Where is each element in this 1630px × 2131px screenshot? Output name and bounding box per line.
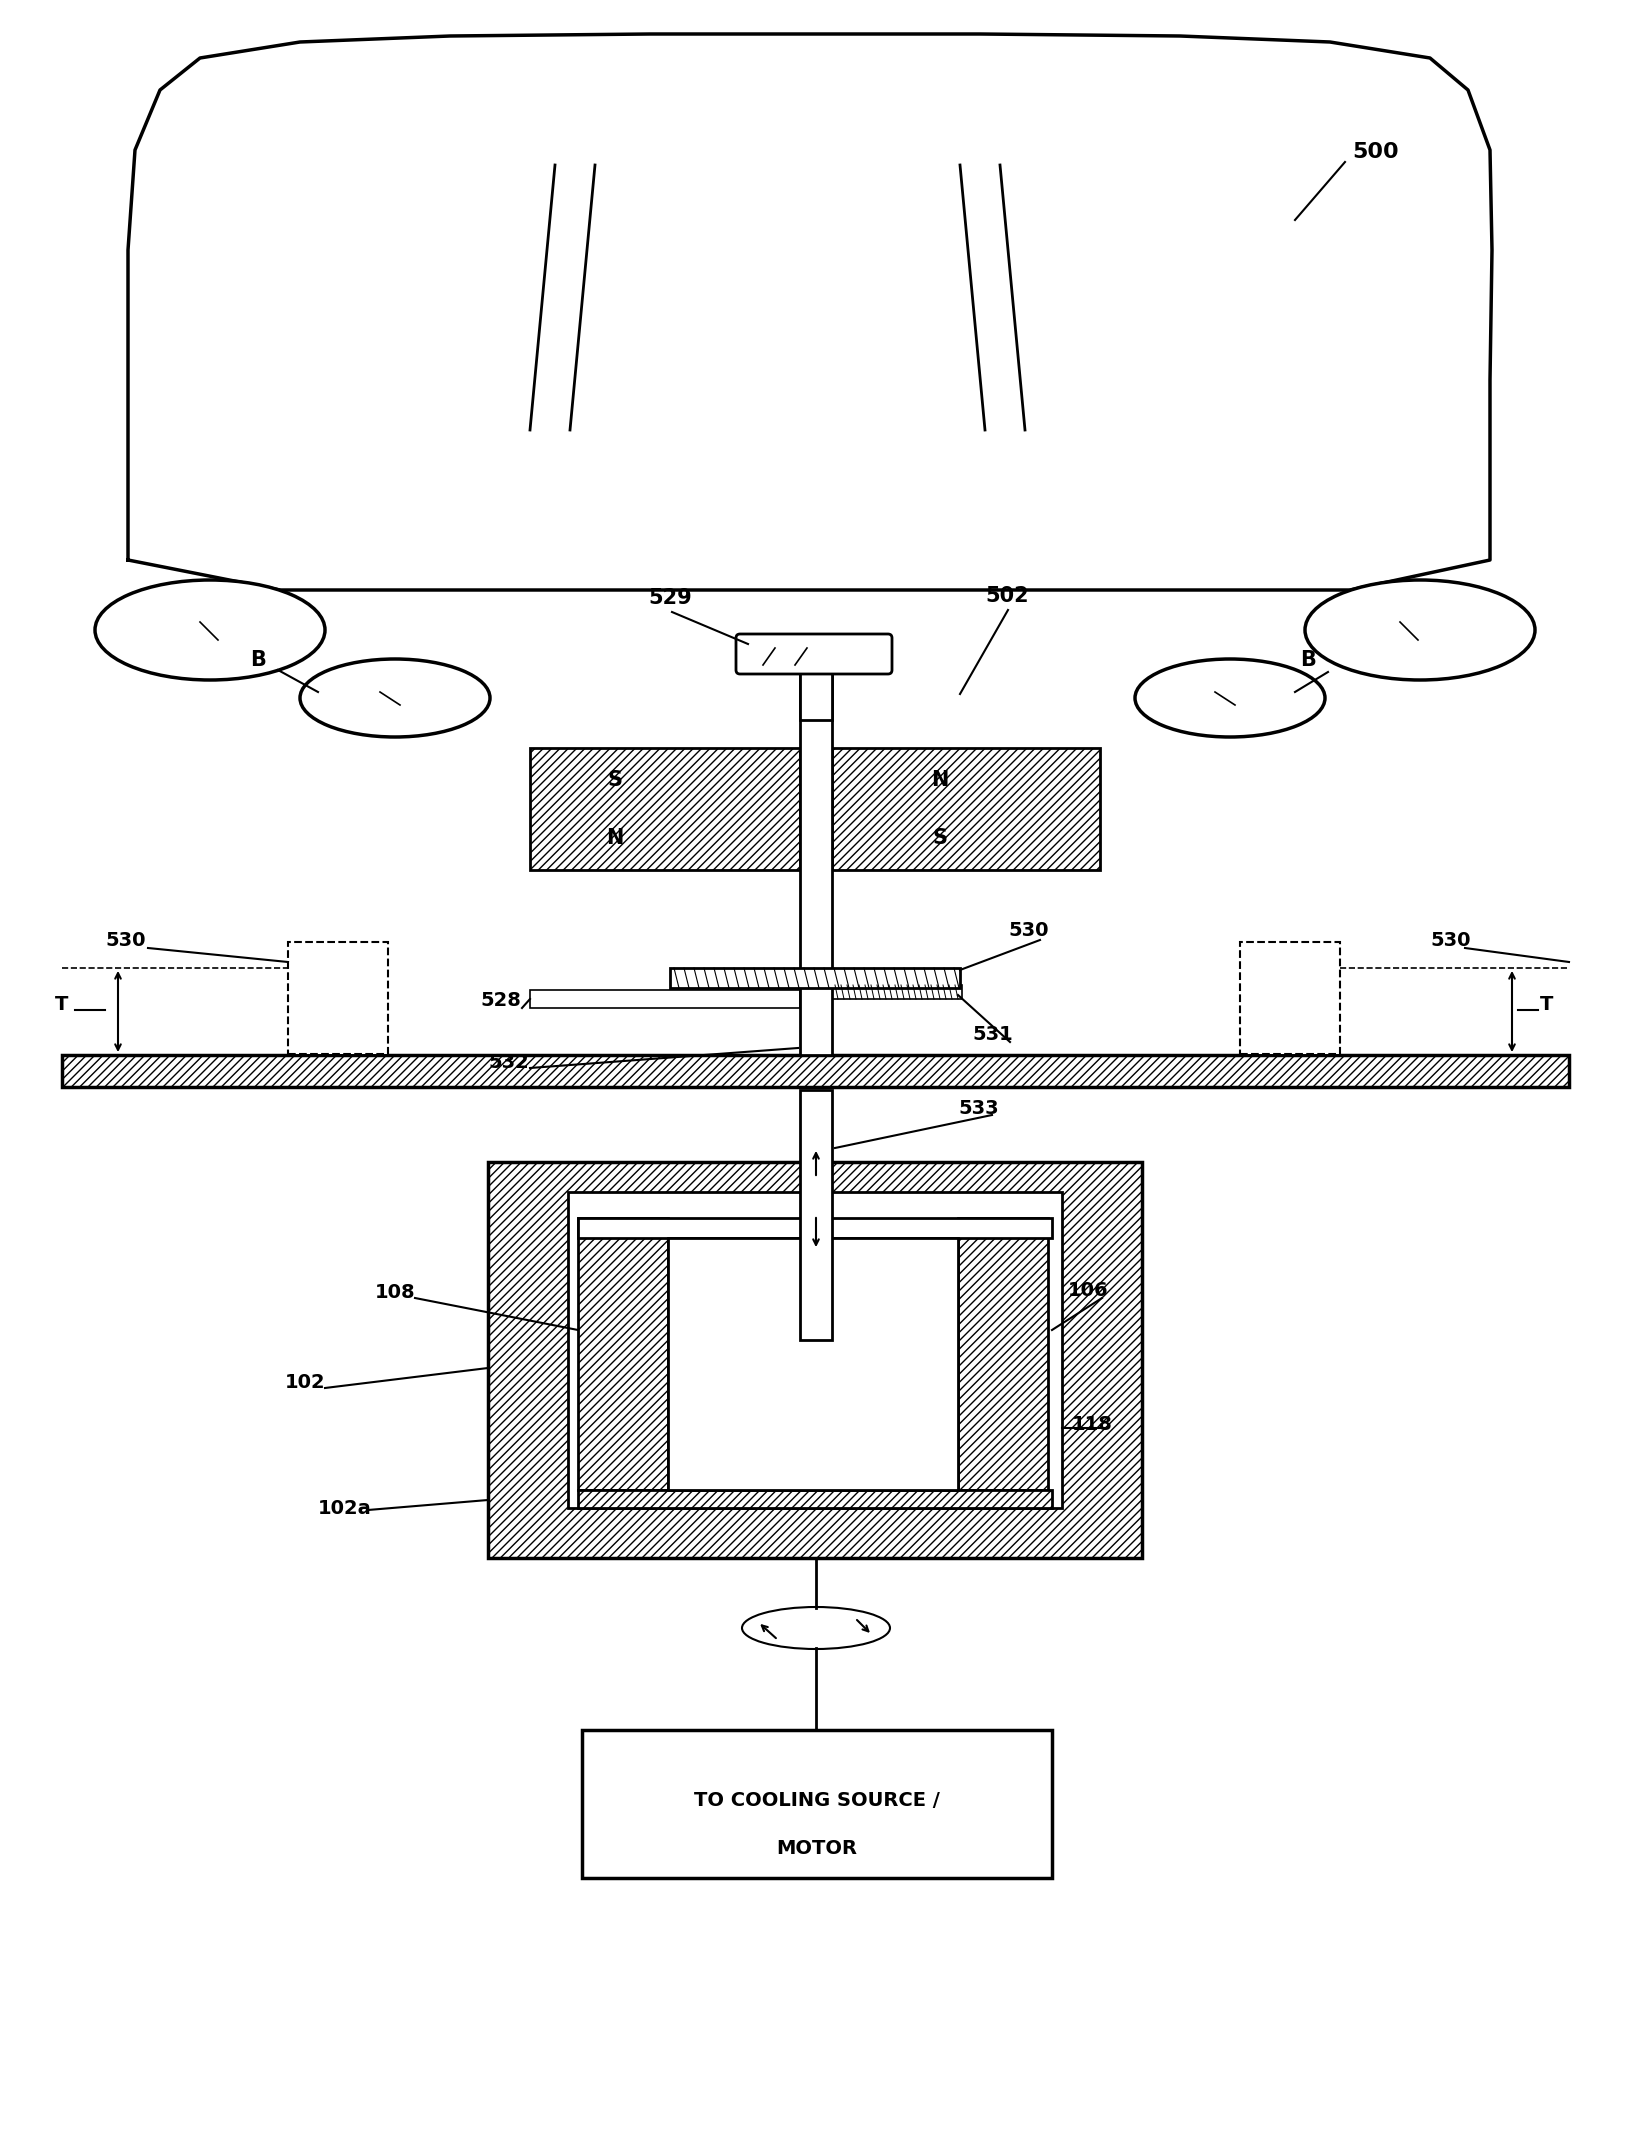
Bar — [799, 1089, 831, 1340]
Text: B: B — [249, 650, 266, 669]
Text: 502: 502 — [985, 586, 1029, 605]
Bar — [831, 985, 962, 999]
Text: 118: 118 — [1071, 1415, 1112, 1434]
FancyBboxPatch shape — [735, 635, 892, 673]
Bar — [62, 1055, 1568, 1087]
Bar — [957, 1219, 1048, 1490]
Text: 529: 529 — [647, 588, 691, 607]
Bar — [577, 1490, 1051, 1509]
Bar — [799, 661, 831, 1055]
Bar — [668, 1238, 957, 1490]
Bar — [831, 748, 1099, 869]
Text: TO COOLING SOURCE /: TO COOLING SOURCE / — [694, 1790, 939, 1809]
Text: 528: 528 — [479, 991, 520, 1010]
Text: 108: 108 — [375, 1283, 416, 1302]
Text: T: T — [55, 995, 68, 1014]
Ellipse shape — [1304, 580, 1534, 680]
Bar — [577, 1219, 1051, 1238]
Bar — [567, 1191, 1061, 1509]
Text: 530: 530 — [1007, 921, 1048, 940]
Ellipse shape — [1134, 658, 1324, 737]
Bar — [670, 967, 960, 989]
Bar — [530, 991, 799, 1008]
Text: N: N — [931, 769, 949, 791]
Bar — [530, 748, 799, 869]
Text: 102: 102 — [285, 1372, 326, 1392]
Text: 106: 106 — [1068, 1281, 1108, 1300]
Bar — [577, 1219, 668, 1490]
Bar — [582, 1730, 1051, 1877]
Text: 500: 500 — [1351, 143, 1399, 162]
Text: 102a: 102a — [318, 1498, 372, 1517]
Text: 533: 533 — [957, 1097, 998, 1117]
Text: 531: 531 — [971, 1025, 1012, 1044]
Text: 530: 530 — [104, 931, 145, 950]
Ellipse shape — [300, 658, 489, 737]
Bar — [799, 669, 831, 720]
Ellipse shape — [95, 580, 324, 680]
Text: S: S — [606, 769, 623, 791]
Text: T: T — [1539, 995, 1552, 1014]
Ellipse shape — [742, 1607, 890, 1649]
Text: 530: 530 — [1430, 931, 1470, 950]
Text: 532: 532 — [487, 1053, 528, 1072]
Text: B: B — [1299, 650, 1315, 669]
Text: N: N — [606, 829, 623, 848]
Text: MOTOR: MOTOR — [776, 1839, 857, 1858]
Bar — [289, 942, 388, 1055]
Bar — [1239, 942, 1340, 1055]
Text: S: S — [932, 829, 947, 848]
Bar — [487, 1161, 1141, 1558]
